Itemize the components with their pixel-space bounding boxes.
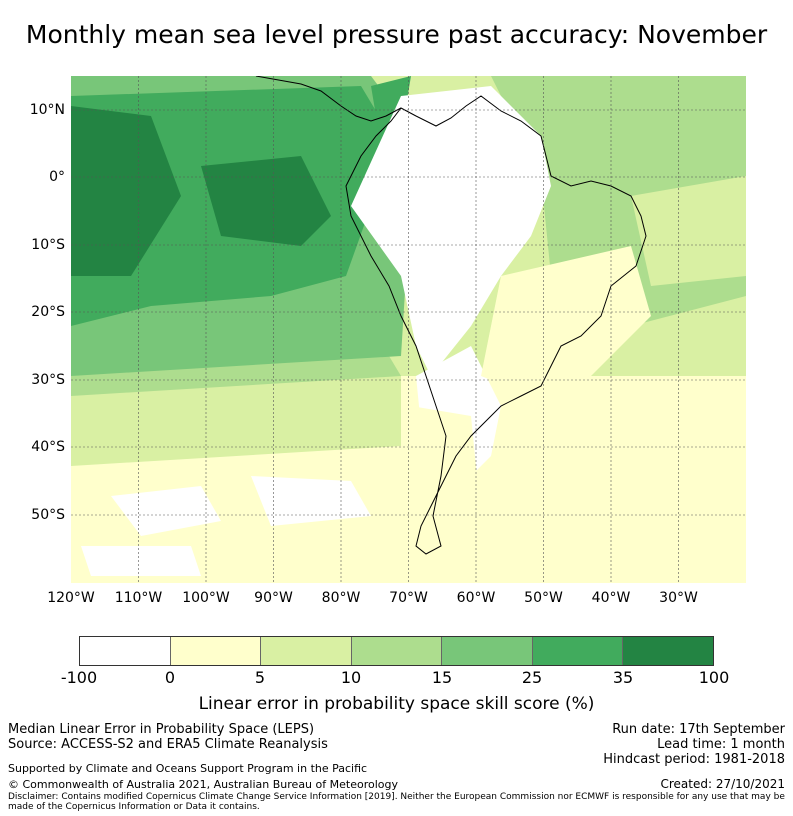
- hindcast-period: Hindcast period: 1981-2018: [603, 752, 785, 767]
- footer-support: Supported by Climate and Oceans Support …: [8, 762, 368, 775]
- colorbar-tick: 10: [340, 668, 362, 687]
- land-white: [351, 86, 551, 376]
- chart-title: Monthly mean sea level pressure past acc…: [25, 20, 768, 49]
- south-pacific-white-1: [111, 486, 221, 536]
- colorbar-segment-3: [351, 637, 443, 665]
- lat-label-50s: 50°S: [31, 507, 65, 523]
- gridlines: [71, 76, 746, 583]
- footer-source: Source: ACCESS-S2 and ERA5 Climate Reana…: [8, 737, 328, 752]
- pacific-green-dark-2: [201, 156, 331, 246]
- colorbar-tick: 25: [521, 668, 543, 687]
- colorbar: [79, 636, 714, 666]
- lead-time: Lead time: 1 month: [657, 737, 785, 752]
- colorbar-segment-6: [623, 637, 714, 665]
- coastline-central-america: [255, 76, 402, 122]
- lon-label-90w: 90°W: [254, 590, 293, 606]
- lon-label-100w: 100°W: [182, 590, 230, 606]
- lat-label-0: 0°: [49, 169, 65, 185]
- colorbar-segment-0: [80, 637, 171, 665]
- colorbar-segment-4: [442, 637, 533, 665]
- lon-label-50w: 50°W: [524, 590, 563, 606]
- lon-label-120w: 120°W: [47, 590, 95, 606]
- lon-label-30w: 30°W: [659, 590, 698, 606]
- lat-label-10n: 10°N: [29, 102, 65, 118]
- run-date: Run date: 17th September: [612, 722, 785, 737]
- lon-label-110w: 110°W: [114, 590, 163, 606]
- disclaimer: Disclaimer: Contains modified Copernicus…: [8, 792, 785, 812]
- colorbar-tick: 100: [698, 668, 730, 687]
- lon-label-60w: 60°W: [456, 590, 496, 606]
- coastline-south-america: [345, 95, 647, 555]
- skill-map: [71, 76, 746, 583]
- lat-label-30s: 30°S: [31, 372, 65, 388]
- south-pacific-white-3: [81, 546, 201, 576]
- lat-label-20s: 20°S: [31, 304, 65, 320]
- colorbar-tick: 35: [612, 668, 634, 687]
- lon-label-70w: 70°W: [389, 590, 428, 606]
- colorbar-segment-1: [170, 637, 262, 665]
- colorbar-tick: 0: [164, 668, 176, 687]
- colorbar-label: Linear error in probability space skill …: [198, 694, 595, 714]
- colorbar-segment-2: [261, 637, 352, 665]
- patagonia-yellow: [391, 406, 481, 546]
- lon-label-80w: 80°W: [321, 590, 361, 606]
- created-date: Created: 27/10/2021: [660, 777, 785, 791]
- footer-copyright: © Commonwealth of Australia 2021, Austra…: [8, 778, 398, 791]
- colorbar-tick: -100: [60, 668, 98, 687]
- colorbar-tick: 15: [431, 668, 453, 687]
- atlantic-yellow: [631, 176, 746, 286]
- lat-label-40s: 40°S: [31, 439, 65, 455]
- east-brazil-yellow: [481, 246, 651, 396]
- colorbar-tick: 5: [254, 668, 266, 687]
- lon-label-40w: 40°W: [591, 590, 631, 606]
- pacific-green-dark-1: [71, 106, 181, 276]
- footer-method: Median Linear Error in Probability Space…: [8, 722, 315, 737]
- colorbar-segment-5: [532, 637, 624, 665]
- lat-label-10s: 10°S: [31, 237, 65, 253]
